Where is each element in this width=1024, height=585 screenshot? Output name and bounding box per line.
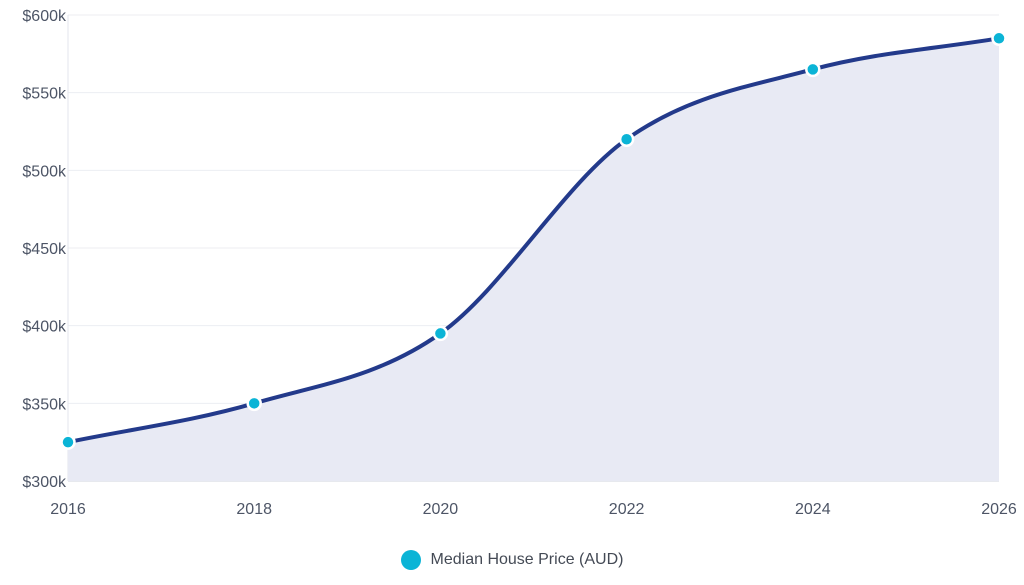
x-tick-label: 2026	[981, 501, 1017, 518]
y-tick-label: $300k	[22, 474, 67, 491]
series-area-fill	[68, 38, 999, 482]
data-point[interactable]	[991, 30, 1007, 47]
legend-marker-icon	[400, 550, 421, 570]
data-point[interactable]	[432, 325, 449, 342]
legend[interactable]: Median House Price (AUD)	[0, 550, 1024, 570]
series-line-layer	[66, 36, 1001, 445]
y-axis-ticks: $300k $350k $400k $450k $500k $550k $600k	[22, 8, 67, 491]
y-tick-label: $400k	[22, 319, 67, 336]
x-tick-label: 2020	[423, 501, 459, 518]
x-tick-label: 2018	[236, 501, 272, 518]
data-point[interactable]	[246, 395, 262, 412]
legend-label: Median House Price (AUD)	[430, 551, 624, 568]
area-fill-layer	[68, 38, 999, 482]
data-markers	[60, 30, 1007, 450]
data-point[interactable]	[60, 434, 76, 450]
y-tick-label: $550k	[22, 86, 67, 103]
x-tick-label: 2024	[795, 501, 831, 518]
y-tick-label: $350k	[22, 396, 67, 413]
y-tick-label: $600k	[22, 8, 67, 25]
data-point[interactable]	[618, 131, 635, 148]
y-tick-label: $500k	[22, 163, 67, 180]
y-tick-label: $450k	[22, 241, 67, 258]
x-axis-ticks: 2016 2018 2020 2022 2024 2026	[50, 501, 1017, 518]
x-tick-label: 2022	[609, 501, 645, 518]
data-point[interactable]	[805, 61, 821, 78]
series-line	[66, 36, 1001, 445]
x-tick-label: 2016	[50, 501, 86, 518]
